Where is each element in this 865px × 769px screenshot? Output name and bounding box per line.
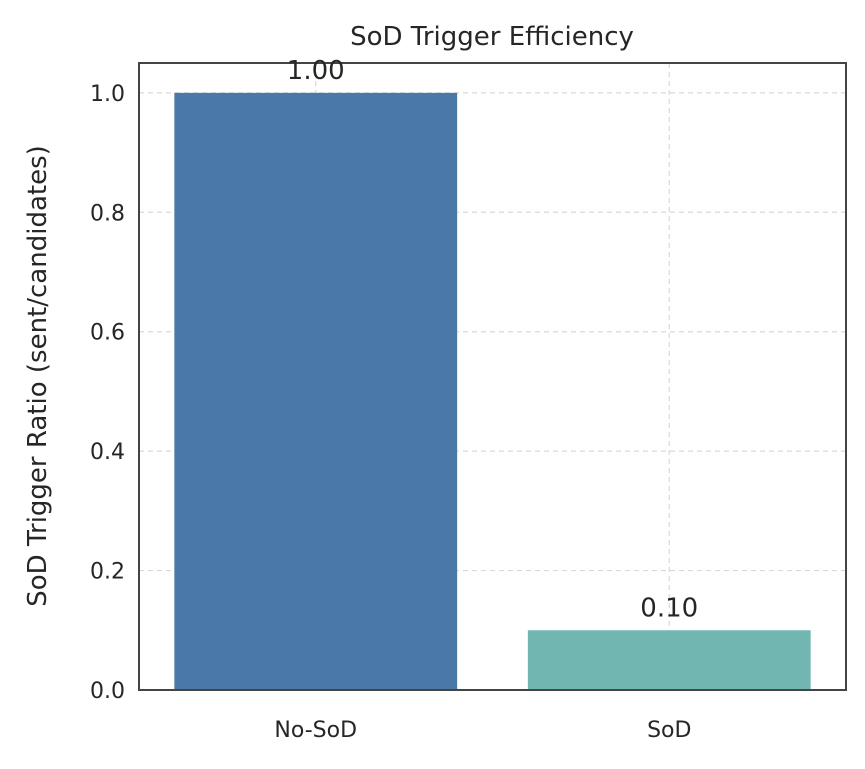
bar bbox=[174, 92, 458, 691]
y-tick-label: 0.6 bbox=[90, 321, 125, 346]
y-tick-label: 0.2 bbox=[90, 560, 125, 585]
plot-frame bbox=[138, 62, 847, 691]
bars bbox=[174, 92, 811, 691]
chart-title: SoD Trigger Efficiency bbox=[350, 22, 634, 52]
x-ticks: No-SoD SoD bbox=[274, 718, 691, 743]
x-tick-label: No-SoD bbox=[274, 718, 357, 743]
y-tick-label: 0.4 bbox=[90, 440, 125, 465]
y-tick-label: 0.0 bbox=[90, 679, 125, 704]
y-tick-label: 0.8 bbox=[90, 201, 125, 226]
y-axis-label: SoD Trigger Ratio (sent/candidates) bbox=[23, 145, 53, 607]
bar-value-labels: 1.00 0.10 bbox=[287, 56, 698, 623]
x-tick-label: SoD bbox=[647, 718, 691, 743]
y-ticks: 0.0 0.2 0.4 0.6 0.8 1.0 bbox=[90, 82, 125, 704]
bar-value-label: 0.10 bbox=[640, 593, 698, 623]
bar bbox=[527, 630, 811, 690]
bar-value-label: 1.00 bbox=[287, 56, 345, 86]
y-tick-label: 1.0 bbox=[90, 82, 125, 107]
